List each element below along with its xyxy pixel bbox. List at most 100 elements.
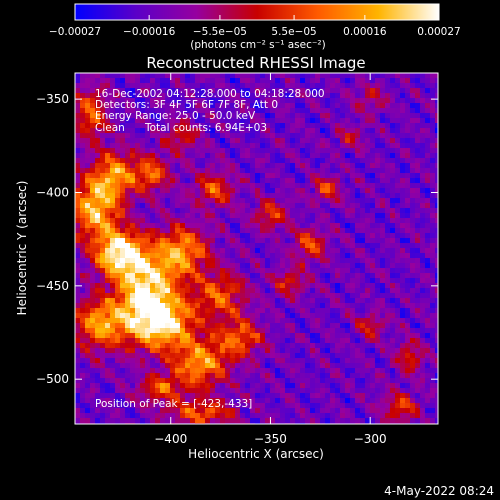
heatmap-cell <box>430 228 436 234</box>
heatmap-cell <box>200 398 206 404</box>
heatmap-cell <box>275 78 281 84</box>
heatmap-cell <box>170 318 176 324</box>
heatmap-cell <box>390 408 396 414</box>
heatmap-cell <box>320 78 326 84</box>
heatmap-cell <box>230 208 236 214</box>
heatmap-cell <box>225 168 231 174</box>
heatmap-cell <box>280 368 286 374</box>
heatmap-cell <box>240 408 246 414</box>
heatmap-cell <box>220 383 226 389</box>
heatmap-cell <box>375 118 381 124</box>
heatmap-cell <box>285 298 291 304</box>
heatmap-cell <box>105 218 111 224</box>
heatmap-cell <box>360 393 366 399</box>
heatmap-cell <box>200 193 206 199</box>
heatmap-cell <box>285 163 291 169</box>
heatmap-cell <box>385 303 391 309</box>
heatmap-cell <box>295 383 301 389</box>
heatmap-cell <box>325 338 331 344</box>
heatmap-cell <box>435 383 438 389</box>
heatmap-cell <box>230 113 236 119</box>
heatmap-cell <box>370 198 376 204</box>
heatmap-cell <box>390 248 396 254</box>
heatmap-cell <box>400 78 406 84</box>
heatmap-cell <box>380 198 386 204</box>
heatmap-cell <box>180 193 186 199</box>
heatmap-cell <box>230 178 236 184</box>
heatmap-cell <box>120 338 126 344</box>
heatmap-cell <box>220 113 226 119</box>
heatmap-cell <box>130 268 136 274</box>
heatmap-cell <box>310 208 316 214</box>
heatmap-cell <box>100 318 106 324</box>
heatmap-cell <box>135 388 141 394</box>
heatmap-cell <box>335 138 341 144</box>
heatmap-cell <box>285 188 291 194</box>
heatmap-cell <box>305 328 311 334</box>
heatmap-cell <box>230 153 236 159</box>
heatmap-cell <box>250 108 256 114</box>
heatmap-cell <box>135 318 141 324</box>
heatmap-cell <box>180 378 186 384</box>
heatmap-cell <box>250 258 256 264</box>
heatmap-cell <box>80 123 86 129</box>
heatmap-cell <box>190 298 196 304</box>
heatmap-cell <box>245 73 251 79</box>
heatmap-cell <box>320 218 326 224</box>
heatmap-cell <box>275 388 281 394</box>
heatmap-cell <box>85 198 91 204</box>
heatmap-cell <box>345 328 351 334</box>
heatmap-cell <box>185 98 191 104</box>
heatmap-cell <box>285 408 291 414</box>
heatmap-cell <box>340 363 346 369</box>
heatmap-cell <box>320 73 326 79</box>
heatmap-cell <box>210 348 216 354</box>
heatmap-cell <box>165 208 171 214</box>
heatmap-cell <box>315 228 321 234</box>
heatmap-cell <box>395 258 401 264</box>
heatmap-cell <box>225 343 231 349</box>
heatmap-cell <box>415 193 421 199</box>
heatmap-cell <box>120 398 126 404</box>
heatmap-cell <box>350 188 356 194</box>
heatmap-cell <box>360 128 366 134</box>
heatmap-cell <box>290 238 296 244</box>
heatmap-cell <box>320 143 326 149</box>
heatmap-cell <box>160 238 166 244</box>
heatmap-cell <box>395 193 401 199</box>
heatmap-cell <box>285 333 291 339</box>
heatmap-cell <box>190 383 196 389</box>
heatmap-cell <box>305 248 311 254</box>
heatmap-cell <box>135 113 141 119</box>
heatmap-cell <box>170 98 176 104</box>
heatmap-cell <box>385 198 391 204</box>
heatmap-cell <box>305 148 311 154</box>
heatmap-cell <box>365 393 371 399</box>
heatmap-cell <box>405 213 411 219</box>
heatmap-cell <box>360 383 366 389</box>
heatmap-cell <box>430 393 436 399</box>
heatmap-cell <box>240 208 246 214</box>
heatmap-cell <box>235 213 241 219</box>
heatmap-cell <box>400 398 406 404</box>
heatmap-cell <box>115 413 121 419</box>
heatmap-cell <box>320 398 326 404</box>
heatmap-cell <box>245 343 251 349</box>
heatmap-cell <box>190 368 196 374</box>
heatmap-cell <box>130 298 136 304</box>
heatmap-cell <box>420 268 426 274</box>
heatmap-cell <box>370 403 376 409</box>
heatmap-cell <box>200 383 206 389</box>
heatmap-cell <box>165 223 171 229</box>
heatmap-cell <box>75 348 81 354</box>
heatmap-cell <box>200 183 206 189</box>
heatmap-cell <box>125 388 131 394</box>
heatmap-cell <box>410 203 416 209</box>
heatmap-cell <box>140 303 146 309</box>
heatmap-cell <box>360 303 366 309</box>
heatmap-cell <box>315 378 321 384</box>
heatmap-cell <box>110 378 116 384</box>
heatmap-cell <box>380 353 386 359</box>
heatmap-cell <box>255 93 261 99</box>
heatmap-cell <box>265 263 271 269</box>
